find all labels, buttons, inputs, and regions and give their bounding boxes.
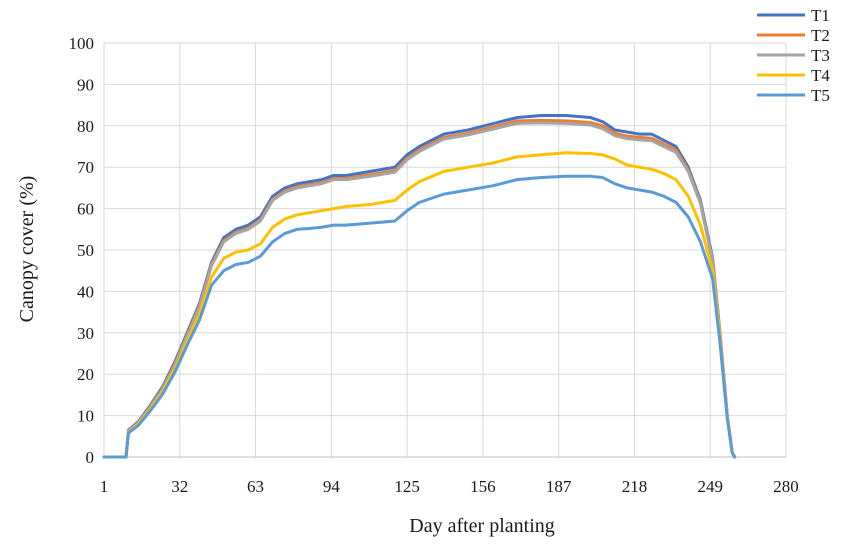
- grid-lines: [104, 42, 787, 457]
- series-line-t2: [102, 118, 737, 459]
- y-tick-label: 40: [77, 282, 94, 301]
- x-tick-label: 32: [171, 477, 188, 496]
- x-tick-label: 1: [100, 477, 109, 496]
- y-tick-label: 20: [77, 365, 94, 384]
- y-tick-label: 80: [77, 117, 94, 136]
- x-tick-label: 187: [546, 477, 572, 496]
- x-axis-title: Day after planting: [409, 515, 555, 537]
- legend-label-t3: T3: [811, 46, 830, 65]
- axes: 0 10 20 30 40 50 60 70 80 90 100 1 32 63 94 125 156 187 21…: [69, 34, 799, 496]
- y-tick-label: 70: [77, 158, 94, 177]
- data-series: [102, 113, 737, 459]
- x-tick-label: 63: [247, 477, 264, 496]
- legend-label-t5: T5: [811, 86, 830, 105]
- x-tick-label: 218: [622, 477, 648, 496]
- series-line-t5: [102, 174, 737, 459]
- series-line-t4: [102, 151, 737, 459]
- y-tick-label: 50: [77, 241, 94, 260]
- y-axis-title: Canopy cover (%): [16, 176, 38, 323]
- series-line-t3: [102, 121, 737, 459]
- legend-label-t1: T1: [811, 6, 830, 25]
- x-tick-label: 125: [394, 477, 420, 496]
- y-tick-label: 0: [86, 448, 95, 467]
- x-tick-label: 94: [323, 477, 341, 496]
- y-tick-label: 60: [77, 200, 94, 219]
- x-tick-label: 156: [470, 477, 496, 496]
- y-tick-label: 30: [77, 324, 94, 343]
- x-tick-label: 280: [773, 477, 799, 496]
- y-tick-label: 10: [77, 407, 94, 426]
- x-tick-label: 249: [697, 477, 723, 496]
- legend-label-t4: T4: [811, 66, 830, 85]
- legend-label-t2: T2: [811, 26, 830, 45]
- y-tick-label: 90: [77, 75, 94, 94]
- y-tick-label: 100: [69, 34, 95, 53]
